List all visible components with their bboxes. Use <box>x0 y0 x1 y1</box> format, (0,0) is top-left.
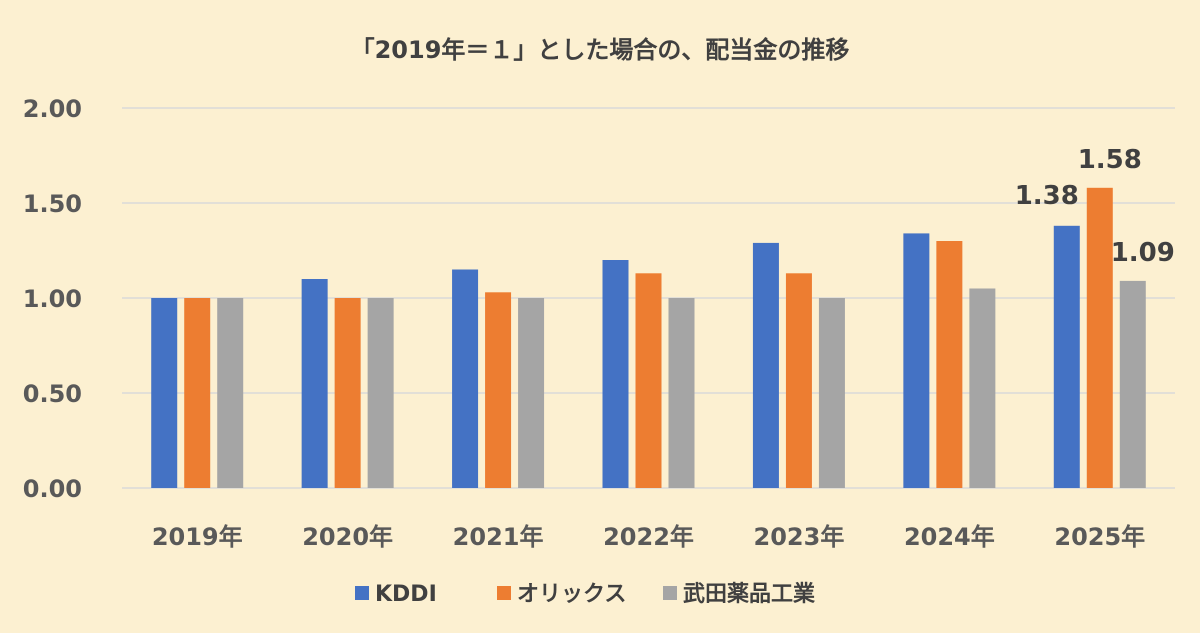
x-axis: 2019年 2020年 2021年 2022年 2023年 2024年 2025年 <box>152 523 1145 551</box>
bar <box>485 292 512 488</box>
data-label: 1.38 <box>1015 181 1079 211</box>
legend-swatch <box>663 586 677 600</box>
bar <box>602 260 629 488</box>
y-tick-label: 1.00 <box>23 285 82 313</box>
y-tick-label: 2.00 <box>23 95 82 123</box>
data-label: 1.09 <box>1111 238 1175 268</box>
bar <box>1086 187 1113 489</box>
chart-title: 「2019年＝１」とした場合の、配当金の推移 <box>351 36 850 64</box>
data-label: 1.58 <box>1078 145 1142 175</box>
bar <box>334 298 361 488</box>
bar <box>301 279 328 488</box>
legend-label: KDDI <box>375 582 437 607</box>
bar <box>969 288 996 488</box>
bar <box>518 298 545 488</box>
y-tick-label: 0.50 <box>23 380 82 408</box>
bar <box>184 298 211 488</box>
bar <box>1119 280 1146 488</box>
bar <box>367 298 394 488</box>
legend-swatch <box>497 586 511 600</box>
bar <box>452 269 479 488</box>
y-tick-label: 1.50 <box>23 190 82 218</box>
bar <box>903 233 930 488</box>
x-category-label: 2025年 <box>1054 523 1145 551</box>
x-category-label: 2021年 <box>453 523 544 551</box>
bar <box>668 298 695 488</box>
data-labels: 1.38 1.58 1.09 <box>1015 145 1175 268</box>
x-category-label: 2024年 <box>904 523 995 551</box>
x-category-label: 2019年 <box>152 523 243 551</box>
bar <box>635 273 662 488</box>
legend-label: オリックス <box>517 582 626 607</box>
x-category-label: 2020年 <box>302 523 393 551</box>
x-category-label: 2023年 <box>754 523 845 551</box>
x-category-label: 2022年 <box>603 523 694 551</box>
bar <box>1053 225 1080 489</box>
bars <box>151 187 1146 489</box>
y-tick-label: 0.00 <box>23 475 82 503</box>
bar <box>217 298 244 488</box>
bar <box>752 242 779 488</box>
y-axis: 0.00 0.50 1.00 1.50 2.00 <box>23 95 82 503</box>
bar <box>818 298 845 488</box>
legend-swatch <box>355 586 369 600</box>
bar <box>785 273 812 488</box>
bar <box>936 241 963 488</box>
bar <box>151 298 178 488</box>
legend-label: 武田薬品工業 <box>683 582 816 607</box>
legend: KDDI オリックス 武田薬品工業 <box>355 582 816 607</box>
